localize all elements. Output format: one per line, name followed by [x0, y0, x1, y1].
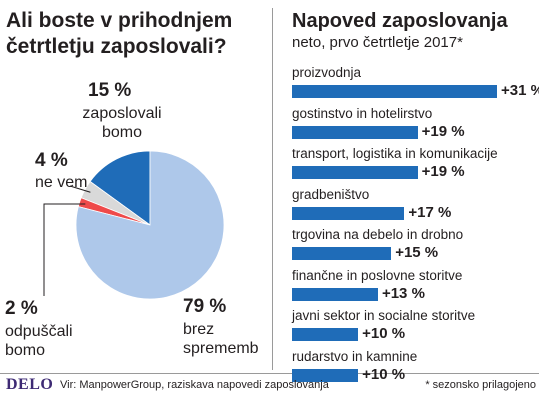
source-note: Vir: ManpowerGroup, raziskava napovedi z… — [60, 379, 329, 391]
leader-line-ne-vem — [69, 185, 91, 193]
bar-value-gradbenistvo: +17 % — [408, 203, 452, 221]
bar-chart-title: Napoved zaposlovanja — [292, 10, 508, 32]
bar-label-rudarstvo: rudarstvo in kamnine — [292, 348, 418, 364]
bar-label-trgovina: trgovina na debelo in drobno — [292, 227, 464, 242]
slice-label-zaposlovali: zaposlovali bomo — [82, 105, 162, 141]
bar-gostinstvo — [292, 125, 418, 139]
bar-rudarstvo — [292, 368, 359, 382]
bar-row-trgovina: trgovina na debelo in drobno +15 % — [292, 226, 537, 266]
slice-value-odpuscali: 2 % — [5, 298, 38, 319]
bar-value-trgovina: +15 % — [395, 244, 439, 261]
slice-value-ne-vem: 4 % — [35, 150, 68, 171]
bar-value-financne: +13 % — [381, 284, 425, 302]
pie-chart-title: Ali boste v prihodnjem četrtletju zaposl… — [6, 9, 233, 58]
delo-logo: DELO — [6, 376, 54, 393]
leader-line-odpuscali — [43, 203, 86, 296]
slice-value-brez-sprememb: 79 % — [183, 296, 227, 317]
bar-proizvodnja — [292, 85, 497, 98]
bar-value-proizvodnja: +31 % — [501, 82, 539, 99]
bar-trgovina — [292, 247, 392, 260]
bar-value-transport: +19 % — [421, 163, 465, 180]
bar-label-proizvodnja: proizvodnja — [292, 65, 362, 80]
bar-value-javni-sektor: +10 % — [362, 325, 406, 342]
bar-financne — [292, 287, 378, 301]
slice-label-ne-vem: ne vem — [35, 174, 88, 191]
bar-row-rudarstvo: rudarstvo in kamnine +10 % — [292, 348, 537, 388]
bar-label-javni-sektor: javni sektor in socialne storitve — [292, 308, 476, 323]
footer-rule — [0, 373, 539, 374]
bar-label-gradbenistvo: gradbeništvo — [292, 186, 370, 202]
bar-value-gostinstvo: +19 % — [421, 122, 465, 140]
slice-value-zaposlovali: 15 % — [88, 80, 132, 101]
bar-row-gostinstvo: gostinstvo in hotelirstvo +19 % — [292, 105, 537, 145]
bar-gradbenistvo — [292, 206, 405, 220]
bar-transport — [292, 166, 418, 179]
pie-slice-zaposlovali — [89, 150, 151, 226]
bar-label-transport: transport, logistika in komunikacije — [292, 146, 498, 161]
bar-value-rudarstvo: +10 % — [362, 365, 406, 383]
bar-label-financne: finančne in poslovne storitve — [292, 267, 463, 283]
panel-divider — [272, 8, 273, 370]
pie-slice-brez-sprememb — [75, 150, 225, 300]
slice-label-odpuscali: odpuščali bomo — [5, 323, 73, 359]
footnote: * sezonsko prilagojeno — [425, 379, 536, 391]
bar-row-proizvodnja: proizvodnja +31 % — [292, 64, 539, 104]
slice-label-brez-sprememb: brez sprememb — [183, 321, 259, 357]
bar-row-transport: transport, logistika in komunikacije +19 … — [292, 145, 537, 185]
bar-row-gradbenistvo: gradbeništvo +17 % — [292, 186, 537, 226]
bar-javni-sektor — [292, 328, 359, 341]
bar-row-javni-sektor: javni sektor in socialne storitve +10 % — [292, 307, 537, 347]
bar-row-financne: finančne in poslovne storitve +13 % — [292, 267, 537, 307]
pie-chart — [43, 150, 225, 300]
bar-label-gostinstvo: gostinstvo in hotelirstvo — [292, 105, 433, 121]
bar-chart-subtitle: neto, prvo četrtletje 2017* — [292, 34, 463, 51]
